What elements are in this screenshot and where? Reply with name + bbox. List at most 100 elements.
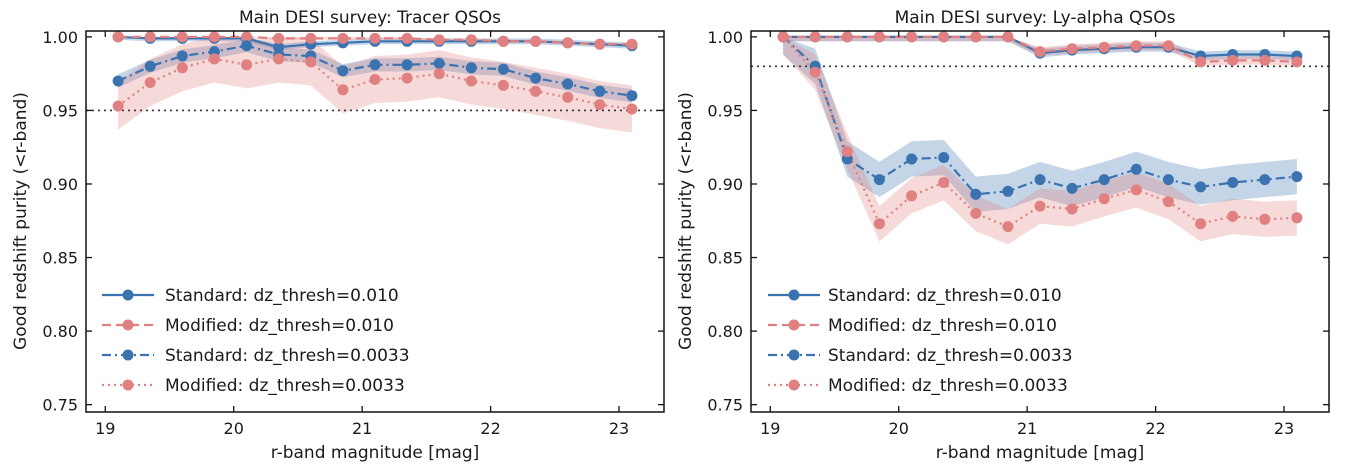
data-point	[1034, 200, 1046, 212]
data-point	[176, 31, 188, 43]
data-point	[938, 177, 950, 188]
data-point	[1066, 203, 1078, 215]
data-point	[241, 31, 253, 43]
data-point	[970, 207, 982, 219]
legend: Standard: dz_thresh=0.010 Modified: dz_t…	[102, 286, 410, 396]
data-point	[433, 68, 445, 80]
legend-marker	[122, 319, 134, 331]
data-point	[562, 37, 574, 49]
chart-title: Main DESI survey: Tracer QSOs	[239, 8, 501, 28]
y-tick-label: 0.80	[42, 322, 78, 341]
data-point	[305, 56, 317, 68]
data-point	[530, 85, 542, 97]
data-point	[906, 31, 918, 43]
data-point	[626, 90, 638, 102]
data-point	[938, 152, 950, 163]
legend-marker	[788, 319, 800, 331]
x-tick-label: 20	[224, 419, 244, 438]
series-band-3	[118, 39, 632, 103]
y-tick-label: 0.90	[42, 175, 78, 194]
x-tick-label: 20	[889, 419, 909, 438]
data-point	[970, 188, 982, 200]
chart-title: Main DESI survey: Ly-alpha QSOs	[895, 8, 1176, 28]
data-point	[1195, 181, 1207, 193]
data-point	[144, 60, 156, 72]
plot-frame	[750, 30, 1330, 413]
legend-marker	[122, 349, 134, 361]
y-axis-label: Good redshift purity (<r-band)	[676, 92, 696, 350]
y-axis-label: Good redshift purity (<r-band)	[11, 92, 31, 350]
data-point	[530, 72, 542, 84]
data-point	[1098, 41, 1110, 53]
data-point	[594, 99, 606, 111]
data-point	[112, 100, 124, 112]
y-tick-label: 0.80	[707, 322, 743, 341]
data-point	[777, 31, 789, 43]
data-point	[809, 66, 821, 78]
y-tick-label: 0.90	[707, 175, 743, 194]
y-tick-label: 0.85	[707, 249, 743, 268]
data-point	[1034, 46, 1046, 58]
legend: Standard: dz_thresh=0.010 Modified: dz_t…	[768, 286, 1073, 396]
data-point	[970, 31, 982, 43]
data-point	[401, 32, 413, 44]
data-point	[1162, 196, 1174, 208]
data-point	[1002, 221, 1014, 233]
data-point	[873, 174, 885, 186]
chart-panel-tracer: Main DESI survey: Tracer QSOs 19 20 21 22 23…	[11, 8, 665, 463]
plot-frame	[85, 30, 665, 413]
data-point	[1002, 31, 1014, 43]
data-point	[433, 34, 445, 46]
data-point	[1259, 213, 1271, 225]
data-point	[1291, 171, 1303, 183]
data-point	[841, 31, 853, 43]
data-point	[497, 79, 509, 91]
data-point	[1002, 185, 1014, 197]
x-tick-label: 21	[352, 419, 372, 438]
data-point	[1034, 174, 1046, 186]
data-point	[841, 146, 853, 158]
data-point	[873, 218, 885, 230]
legend-marker	[788, 379, 800, 391]
data-point	[337, 65, 349, 77]
data-point	[497, 35, 509, 47]
data-point	[369, 74, 381, 85]
data-point	[626, 103, 638, 115]
data-point	[208, 53, 220, 65]
y-tick-label: 0.75	[42, 396, 78, 415]
data-point	[1227, 210, 1239, 222]
data-point	[112, 31, 124, 43]
legend-label: Modified: dz_thresh=0.0033	[165, 376, 405, 396]
data-point	[369, 59, 381, 71]
data-point	[809, 31, 821, 43]
data-point	[273, 32, 285, 44]
data-point	[369, 32, 381, 44]
y-tick-label: 0.75	[707, 396, 743, 415]
data-point	[465, 75, 477, 87]
legend-label: Standard: dz_thresh=0.010	[165, 286, 399, 306]
legend-label: Standard: dz_thresh=0.010	[828, 286, 1062, 306]
legend-label: Modified: dz_thresh=0.0033	[828, 376, 1068, 396]
data-point	[112, 75, 124, 87]
y-tick-label: 1.00	[42, 28, 78, 47]
data-point	[337, 84, 349, 96]
data-point	[208, 31, 220, 43]
data-point	[1227, 177, 1239, 188]
data-point	[401, 59, 413, 71]
data-point	[176, 62, 188, 74]
x-tick-label: 19	[95, 419, 115, 438]
x-tick-label: 19	[760, 419, 780, 438]
series-band-3	[783, 36, 1297, 212]
data-point	[906, 153, 918, 165]
legend-label: Modified: dz_thresh=0.010	[165, 316, 394, 336]
data-point	[1162, 174, 1174, 186]
y-tick-label: 0.85	[42, 249, 78, 268]
legend-label: Modified: dz_thresh=0.010	[828, 316, 1057, 336]
data-point	[1227, 54, 1239, 66]
data-point	[1098, 174, 1110, 186]
data-point	[594, 38, 606, 50]
data-point	[938, 31, 950, 43]
y-tick-label: 0.95	[42, 101, 78, 120]
data-point	[1259, 54, 1271, 66]
